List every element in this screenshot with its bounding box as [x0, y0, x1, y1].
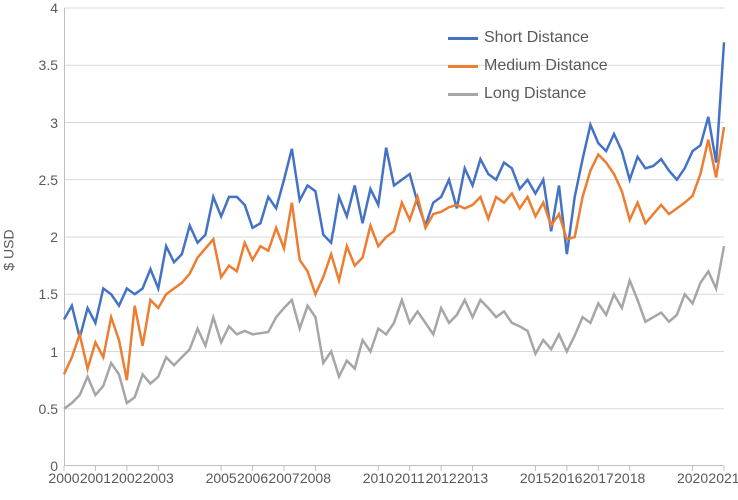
legend-item: Short Distance [448, 24, 608, 52]
x-tick-label: 2011 [395, 470, 425, 486]
y-tick-label: 3.5 [28, 57, 58, 73]
y-axis-label: $ USD [0, 0, 18, 500]
x-tick-label: 2003 [143, 470, 174, 486]
series-line [64, 246, 724, 409]
x-tick-label: 2012 [426, 470, 457, 486]
x-tick-label: 2020 [677, 470, 708, 486]
legend-swatch [448, 93, 478, 96]
legend-item: Long Distance [448, 80, 608, 108]
x-tick-label: 2005 [206, 470, 237, 486]
x-tick-label: 2018 [614, 470, 645, 486]
legend-swatch [448, 37, 478, 40]
legend-item: Medium Distance [448, 52, 608, 80]
x-tick-label: 2017 [583, 470, 614, 486]
x-tick-label: 2016 [551, 470, 582, 486]
legend-label: Medium Distance [484, 57, 608, 75]
y-tick-label: 0.5 [28, 401, 58, 417]
x-tick-label: 2008 [300, 470, 331, 486]
chart-container: $ USD 2000200120022003200520062007200820… [0, 0, 738, 500]
line-chart-plot [64, 8, 724, 472]
x-tick-label: 2002 [111, 470, 142, 486]
x-axis-ticks: 2000200120022003200520062007200820102011… [0, 470, 738, 492]
legend: Short Distance Medium Distance Long Distan… [448, 24, 608, 108]
y-tick-label: 3 [28, 115, 58, 131]
legend-label: Long Distance [484, 85, 586, 103]
y-axis-label-text: $ USD [1, 229, 17, 270]
y-tick-label: 2.5 [28, 172, 58, 188]
x-tick-label: 2015 [520, 470, 551, 486]
legend-swatch [448, 65, 478, 68]
y-tick-label: 4 [28, 0, 58, 16]
x-tick-label: 2006 [237, 470, 268, 486]
x-tick-label: 2001 [80, 470, 111, 486]
legend-label: Short Distance [484, 29, 589, 47]
x-tick-label: 2013 [457, 470, 488, 486]
y-tick-label: 1.5 [28, 286, 58, 302]
x-tick-label: 2010 [363, 470, 394, 486]
x-tick-label: 2021 [708, 470, 738, 486]
y-tick-label: 1 [28, 344, 58, 360]
x-tick-label: 2007 [268, 470, 299, 486]
y-tick-label: 0 [28, 458, 58, 474]
y-tick-label: 2 [28, 229, 58, 245]
